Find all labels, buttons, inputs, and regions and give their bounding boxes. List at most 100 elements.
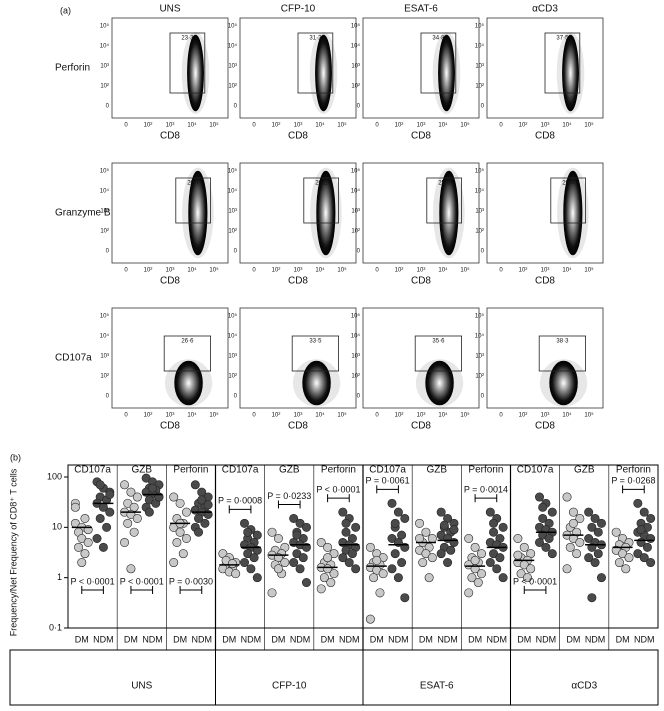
data-point bbox=[393, 507, 403, 517]
p-value: P < 0·0001 bbox=[316, 485, 360, 495]
data-point bbox=[400, 513, 410, 523]
data-point bbox=[203, 500, 213, 510]
data-point bbox=[70, 502, 80, 512]
y-tick-label: 10⁵ bbox=[100, 313, 110, 320]
data-point bbox=[316, 584, 326, 594]
y-tick-label: 10³ bbox=[351, 64, 360, 70]
data-point bbox=[197, 495, 207, 505]
data-point bbox=[516, 569, 526, 579]
density-contour bbox=[563, 170, 583, 256]
data-point bbox=[95, 513, 105, 523]
x-axis-label: CD8 bbox=[160, 276, 180, 287]
data-point bbox=[618, 549, 628, 559]
data-point bbox=[467, 573, 477, 583]
data-point bbox=[316, 537, 326, 547]
data-point bbox=[240, 558, 250, 568]
y-tick-label: 10² bbox=[351, 229, 360, 235]
gate-value: 29·4 bbox=[562, 181, 575, 187]
column-header: ESAT-6 bbox=[404, 4, 438, 15]
y-tick-label: 10⁴ bbox=[228, 43, 238, 50]
x-tick-label: 10² bbox=[395, 413, 404, 419]
y-tick-label: 10⁴ bbox=[475, 188, 485, 195]
data-point bbox=[446, 545, 456, 555]
data-point bbox=[123, 518, 133, 528]
x-category-label: NDM bbox=[290, 634, 311, 644]
data-point bbox=[194, 527, 204, 537]
data-point bbox=[132, 492, 142, 502]
data-point bbox=[289, 513, 299, 523]
data-point bbox=[129, 527, 139, 537]
x-tick-label: 10⁵ bbox=[460, 267, 470, 274]
plot-frame bbox=[239, 307, 357, 409]
data-point bbox=[646, 558, 656, 568]
data-point bbox=[489, 549, 499, 559]
y-tick-label: 10³ bbox=[100, 209, 109, 215]
x-category-label: DM bbox=[222, 634, 236, 644]
panel-header: Perforin bbox=[616, 465, 651, 476]
panel-header: Perforin bbox=[173, 465, 208, 476]
data-point bbox=[169, 558, 179, 568]
gate-value: 34·8 bbox=[432, 36, 445, 42]
gate bbox=[163, 335, 211, 372]
x-tick-label: 10⁵ bbox=[460, 412, 470, 419]
x-category-label: NDM bbox=[437, 634, 458, 644]
x-tick-label: 10⁵ bbox=[209, 122, 219, 129]
x-category-label: NDM bbox=[191, 634, 212, 644]
gate-value: 20·7 bbox=[187, 181, 200, 187]
x-tick-label: 10³ bbox=[294, 123, 303, 129]
x-tick-label: 10⁴ bbox=[187, 267, 197, 274]
data-point bbox=[92, 533, 102, 543]
data-point bbox=[123, 498, 133, 508]
data-point bbox=[289, 558, 299, 568]
x-axis-label: CD8 bbox=[411, 276, 431, 287]
y-tick-label: 10³ bbox=[228, 354, 237, 360]
x-axis-label: CD8 bbox=[288, 421, 308, 432]
plot-frame bbox=[362, 162, 480, 264]
x-axis-label: CD8 bbox=[288, 276, 308, 287]
x-tick-label: 10⁴ bbox=[562, 122, 572, 129]
data-point bbox=[273, 533, 283, 543]
y-tick-label: 0 bbox=[234, 104, 238, 110]
y-tick-label: 0·1 bbox=[49, 622, 62, 632]
density-contour bbox=[188, 170, 208, 256]
x-tick-label: 0 bbox=[252, 268, 256, 274]
data-point bbox=[590, 558, 600, 568]
y-tick-label: 10⁵ bbox=[100, 23, 110, 30]
data-point bbox=[421, 549, 431, 559]
data-point bbox=[587, 522, 597, 532]
data-point bbox=[231, 569, 241, 579]
data-point bbox=[498, 573, 508, 583]
x-tick-label: 10⁵ bbox=[337, 412, 347, 419]
x-tick-label: 10⁴ bbox=[315, 267, 325, 274]
x-tick-label: 0 bbox=[499, 268, 503, 274]
data-point bbox=[522, 573, 532, 583]
data-point bbox=[596, 573, 606, 583]
plot-frame bbox=[486, 307, 604, 409]
data-point bbox=[387, 564, 397, 574]
data-point bbox=[200, 518, 210, 528]
data-point bbox=[246, 564, 256, 574]
data-point bbox=[365, 542, 375, 552]
data-point bbox=[182, 507, 192, 517]
x-category-label: NDM bbox=[142, 634, 163, 644]
data-point bbox=[369, 573, 379, 583]
x-category-label: NDM bbox=[93, 634, 114, 644]
data-point bbox=[470, 555, 480, 565]
data-point bbox=[415, 518, 425, 528]
x-tick-label: 10³ bbox=[166, 268, 175, 274]
x-category-label: DM bbox=[468, 634, 482, 644]
data-point bbox=[519, 542, 529, 552]
data-point bbox=[476, 569, 486, 579]
data-point bbox=[464, 560, 474, 570]
panel-header: CD107a bbox=[517, 465, 554, 476]
x-tick-label: 10⁴ bbox=[438, 122, 448, 129]
data-point bbox=[243, 549, 253, 559]
data-point bbox=[292, 530, 302, 540]
data-point bbox=[611, 527, 621, 537]
y-tick-label: 10⁵ bbox=[475, 23, 485, 30]
y-tick-label: 1 bbox=[57, 572, 62, 582]
y-tick-label: 10³ bbox=[228, 64, 237, 70]
y-tick-label: 10³ bbox=[100, 64, 109, 70]
data-point bbox=[80, 513, 90, 523]
data-point bbox=[378, 569, 388, 579]
